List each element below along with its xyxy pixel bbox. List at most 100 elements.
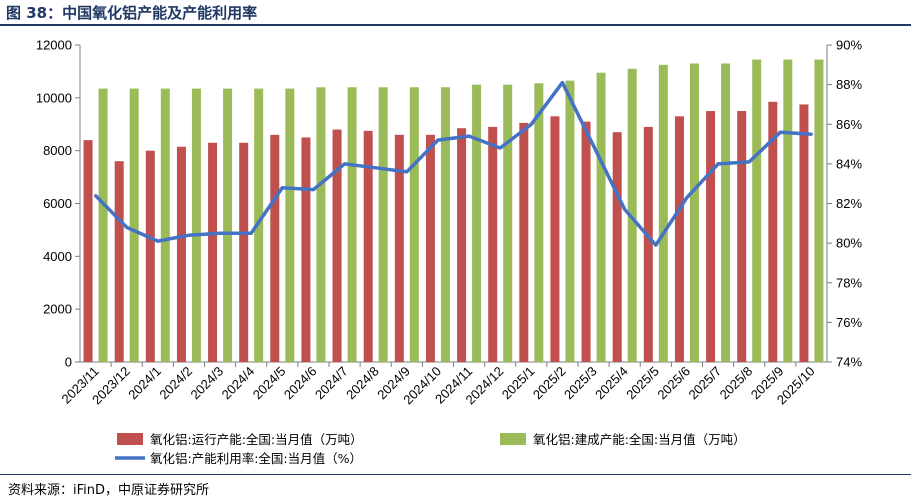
utilization-point bbox=[809, 132, 813, 136]
bar-built-capacity bbox=[378, 87, 388, 363]
right-tick-label: 76% bbox=[836, 315, 862, 330]
bar-built-capacity bbox=[316, 87, 326, 363]
utilization-point bbox=[747, 160, 751, 164]
bar-built-capacity bbox=[783, 59, 793, 362]
right-tick-label: 84% bbox=[836, 156, 862, 171]
x-tick-label: 2025/7 bbox=[685, 364, 724, 403]
figure-title: 图 38：中国氧化铝产能及产能利用率 bbox=[6, 4, 258, 22]
legend-label-utilization: 氧化铝:产能利用率:全国:当月值（%） bbox=[150, 451, 362, 466]
utilization-point bbox=[467, 134, 471, 138]
bar-built-capacity bbox=[409, 87, 419, 363]
utilization-point bbox=[280, 186, 284, 190]
legend-label-running: 氧化铝:运行产能:全国:当月值（万吨） bbox=[150, 432, 363, 447]
bar-built-capacity bbox=[472, 84, 482, 362]
bar-built-capacity bbox=[752, 59, 762, 362]
right-tick-label: 78% bbox=[836, 275, 862, 290]
bar-built-capacity bbox=[347, 87, 357, 363]
utilization-point bbox=[125, 225, 129, 229]
bar-running-capacity bbox=[425, 134, 435, 362]
bar-running-capacity bbox=[83, 140, 93, 362]
left-tick-label: 10000 bbox=[36, 90, 72, 105]
utilization-point bbox=[529, 122, 533, 126]
bar-built-capacity bbox=[596, 72, 606, 363]
bar-running-capacity bbox=[768, 101, 778, 362]
right-tick-label: 82% bbox=[836, 196, 862, 211]
x-tick-label: 2025/8 bbox=[717, 364, 756, 403]
left-tick-label: 12000 bbox=[36, 38, 72, 53]
legend-label-built: 氧化铝:建成产能:全国:当月值（万吨） bbox=[533, 432, 746, 447]
utilization-point bbox=[716, 162, 720, 166]
x-tick-label: 2024/5 bbox=[250, 364, 289, 403]
bar-running-capacity bbox=[394, 134, 404, 362]
utilization-point bbox=[187, 233, 191, 237]
legend-swatch-built bbox=[500, 433, 526, 445]
left-tick-label: 2000 bbox=[43, 302, 72, 317]
bar-built-capacity bbox=[191, 88, 201, 363]
x-tick-label: 2025/3 bbox=[561, 364, 600, 403]
utilization-line bbox=[94, 80, 812, 247]
bar-running-capacity bbox=[799, 104, 809, 362]
x-tick-label: 2024/7 bbox=[312, 364, 351, 403]
right-tick-label: 90% bbox=[836, 38, 862, 53]
x-tick-label: 2025/4 bbox=[592, 364, 631, 403]
utilization-point bbox=[560, 81, 564, 85]
left-tick-label: 6000 bbox=[43, 196, 72, 211]
bar-running-capacity bbox=[706, 111, 716, 363]
bar-built-capacity bbox=[658, 64, 668, 362]
bar-running-capacity bbox=[145, 150, 155, 362]
bar-built-capacity bbox=[534, 83, 544, 362]
x-tick-label: 2024/6 bbox=[281, 364, 320, 403]
utilization-point bbox=[311, 188, 315, 192]
bar-running-capacity bbox=[488, 126, 498, 363]
x-tick-label: 2025/5 bbox=[623, 364, 662, 403]
legend-swatch-running bbox=[117, 433, 143, 445]
bar-built-capacity bbox=[129, 88, 139, 363]
bar-built-capacity bbox=[565, 80, 575, 362]
x-tick-label: 2024/2 bbox=[156, 364, 195, 403]
x-tick-label: 2025/6 bbox=[654, 364, 693, 403]
bar-running-capacity bbox=[363, 130, 373, 362]
utilization-point bbox=[343, 162, 347, 166]
bar-built-capacity bbox=[721, 63, 731, 362]
x-tick-label: 2024/8 bbox=[343, 364, 382, 403]
bar-running-capacity bbox=[550, 116, 560, 362]
utilization-point bbox=[623, 207, 627, 211]
bar-running-capacity bbox=[176, 146, 186, 362]
utilization-point bbox=[685, 196, 689, 200]
chart: 0 2000 4000 6000 8000 10000 12000 74% 76% 78% 80% 8… bbox=[36, 38, 863, 467]
bar-running-capacity bbox=[270, 134, 280, 362]
right-tick-label: 74% bbox=[836, 355, 862, 370]
utilization-point bbox=[498, 146, 502, 150]
x-tick-label: 2024/1 bbox=[125, 364, 164, 403]
source-note: 资料来源：iFinD，中原证券研究所 bbox=[8, 483, 210, 498]
utilization-point bbox=[436, 138, 440, 142]
bar-running-capacity bbox=[301, 137, 311, 362]
right-tick-label: 88% bbox=[836, 77, 862, 92]
bar-built-capacity bbox=[503, 84, 513, 362]
bar-running-capacity bbox=[737, 111, 747, 363]
x-tick-label: 2024/4 bbox=[219, 364, 258, 403]
bar-running-capacity bbox=[457, 128, 467, 362]
left-tick-label: 4000 bbox=[43, 249, 72, 264]
utilization-point bbox=[374, 166, 378, 170]
utilization-point bbox=[249, 231, 253, 235]
title-rule bbox=[0, 24, 911, 26]
bar-running-capacity bbox=[239, 142, 249, 362]
utilization-point bbox=[592, 144, 596, 148]
legend: 氧化铝:运行产能:全国:当月值（万吨） 氧化铝:建成产能:全国:当月值（万吨） … bbox=[115, 432, 746, 466]
bar-built-capacity bbox=[160, 88, 170, 363]
bar-running-capacity bbox=[332, 129, 342, 362]
bar-built-capacity bbox=[814, 59, 824, 362]
bar-running-capacity bbox=[674, 116, 684, 362]
x-tick-label: 2024/3 bbox=[187, 364, 226, 403]
bar-running-capacity bbox=[612, 132, 622, 362]
bar-built-capacity bbox=[223, 88, 233, 363]
left-tick-label: 0 bbox=[65, 355, 72, 370]
utilization-point bbox=[156, 239, 160, 243]
bar-running-capacity bbox=[114, 161, 124, 362]
bottom-rule bbox=[0, 474, 911, 475]
bar-running-capacity bbox=[643, 126, 653, 363]
x-tick-label: 2025/1 bbox=[499, 364, 538, 403]
bar-running-capacity bbox=[519, 122, 529, 362]
bar-built-capacity bbox=[689, 63, 699, 362]
